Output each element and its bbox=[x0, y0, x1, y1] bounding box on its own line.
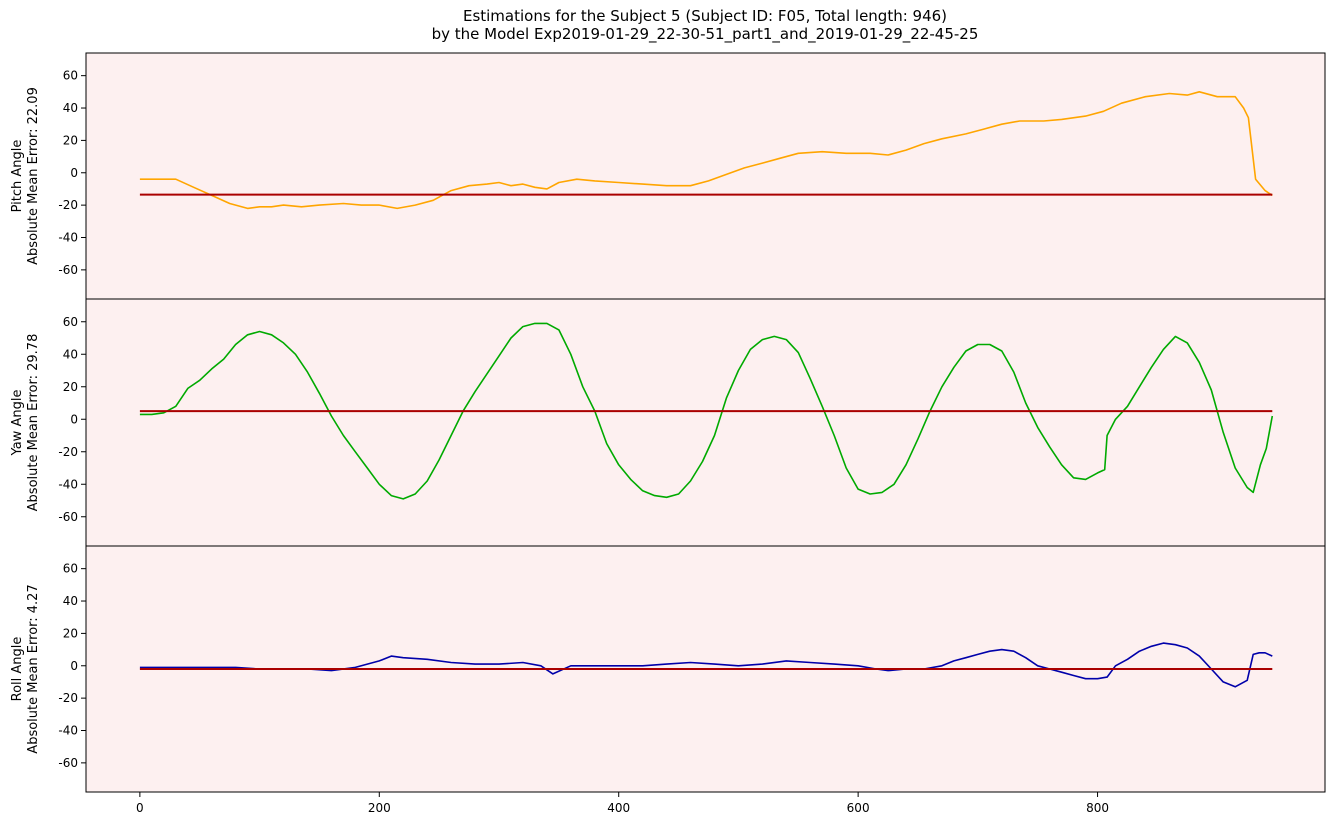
chart-title-line-1: Estimations for the Subject 5 (Subject I… bbox=[462, 7, 948, 25]
roll-ytick-label: 20 bbox=[63, 626, 78, 640]
pitch-ytick-label: -60 bbox=[58, 263, 78, 277]
yaw-plot-area bbox=[86, 299, 1325, 546]
roll-frame bbox=[85, 545, 1326, 793]
pitch-ytick-label: 40 bbox=[63, 101, 78, 115]
yaw-ytick-label: 60 bbox=[63, 315, 78, 329]
pitch-ylabel: Pitch AngleAbsolute Mean Error: 22.09 bbox=[10, 87, 41, 265]
yaw-ytick-label: -20 bbox=[58, 445, 78, 459]
yaw-ytick-label: 40 bbox=[63, 347, 78, 361]
roll-ytick-label: -40 bbox=[58, 724, 78, 738]
yaw-ytick-label: -40 bbox=[58, 477, 78, 491]
yaw-estimate-line bbox=[139, 322, 1274, 500]
roll-ytick-label: 60 bbox=[63, 562, 78, 576]
chart-title-line-2: by the Model Exp2019-01-29_22-30-51_part… bbox=[431, 25, 979, 43]
yaw-ylabel: Yaw AngleAbsolute Mean Error: 29.78 bbox=[10, 334, 41, 512]
xtick-label: 200 bbox=[368, 801, 391, 815]
xtick-label: 400 bbox=[607, 801, 630, 815]
yaw-ylabel-line: Yaw Angle bbox=[10, 390, 25, 457]
xtick-label: 600 bbox=[847, 801, 870, 815]
yaw-ytick-label: 20 bbox=[63, 380, 78, 394]
pitch-ytick-label: 20 bbox=[63, 133, 78, 147]
pitch-estimate-line bbox=[139, 91, 1273, 210]
pitch-ylabel-line: Absolute Mean Error: 22.09 bbox=[26, 87, 41, 265]
roll-ytick-label: -60 bbox=[58, 756, 78, 770]
roll-ylabel-line: Absolute Mean Error: 4.27 bbox=[26, 584, 41, 753]
pitch-ytick-label: 0 bbox=[70, 166, 78, 180]
roll-ytick-label: -20 bbox=[58, 691, 78, 705]
xtick-label: 800 bbox=[1086, 801, 1109, 815]
xtick-label: 0 bbox=[136, 801, 144, 815]
yaw-ytick-label: -60 bbox=[58, 510, 78, 524]
yaw-ylabel-line: Absolute Mean Error: 29.78 bbox=[26, 334, 41, 512]
pitch-ytick-label: -40 bbox=[58, 231, 78, 245]
pitch-ytick-label: 60 bbox=[63, 69, 78, 83]
pitch-plot-area bbox=[86, 53, 1325, 299]
pitch-ytick-label: -20 bbox=[58, 198, 78, 212]
roll-ytick-label: 40 bbox=[63, 594, 78, 608]
pitch-ylabel-line: Pitch Angle bbox=[10, 140, 25, 213]
roll-ylabel-line: Roll Angle bbox=[10, 637, 25, 702]
roll-ytick-label: 0 bbox=[70, 659, 78, 673]
roll-ylabel: Roll AngleAbsolute Mean Error: 4.27 bbox=[10, 584, 41, 753]
yaw-ytick-label: 0 bbox=[70, 412, 78, 426]
chart-title: Estimations for the Subject 5 (Subject I… bbox=[0, 7, 1338, 43]
